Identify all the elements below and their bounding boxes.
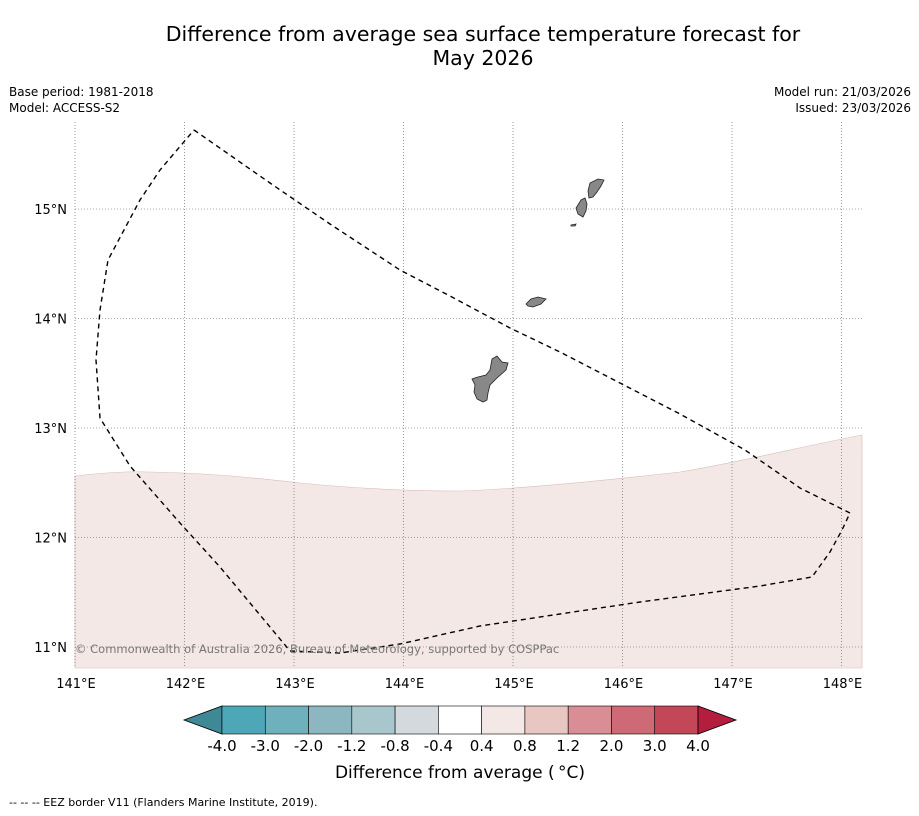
lat-tick-label: 14°N xyxy=(34,313,67,328)
copyright-notice: © Commonwealth of Australia 2026, Bureau… xyxy=(75,642,559,656)
title-line-2: May 2026 xyxy=(432,46,534,70)
colorbar-tick-label: 2.0 xyxy=(600,737,624,755)
lat-tick-label: 12°N xyxy=(34,532,67,547)
chart-title: Difference from average sea surface temp… xyxy=(0,22,919,70)
metadata-right: Model run: 21/03/2026 Issued: 23/03/2026 xyxy=(774,84,911,116)
colorbar-extend-high xyxy=(697,705,738,735)
latitude-grid xyxy=(75,208,862,648)
lon-tick-label: 141°E xyxy=(56,677,96,692)
island-guam xyxy=(471,355,509,403)
eez-legend: -- -- -- EEZ border V11 (Flanders Marine… xyxy=(9,796,318,809)
map-area xyxy=(74,122,863,669)
colorbar-tick-label: 1.2 xyxy=(556,737,580,755)
colorbar-tick-label: 4.0 xyxy=(686,737,710,755)
colorbar-tick-label: -1.2 xyxy=(337,737,366,755)
colorbar-segment xyxy=(438,705,482,735)
colorbar-tick-label: -2.0 xyxy=(294,737,323,755)
metadata-left: Base period: 1981-2018 Model: ACCESS-S2 xyxy=(9,84,154,116)
colorbar-segment xyxy=(221,705,266,735)
island-rota xyxy=(525,296,547,308)
eez-border-line xyxy=(95,129,851,654)
colorbar-segment xyxy=(654,705,699,735)
colorbar-tick-label: -3.0 xyxy=(251,737,280,755)
lon-tick-label: 147°E xyxy=(713,677,753,692)
island-tinian xyxy=(575,197,588,218)
title-line-1: Difference from average sea surface temp… xyxy=(165,22,801,46)
colorbar-segment xyxy=(611,705,656,735)
colorbar-tick-label: 0.4 xyxy=(470,737,494,755)
island-aguijan xyxy=(570,223,577,227)
colorbar-extend-low xyxy=(182,705,223,735)
base-period-text: Base period: 1981-2018 xyxy=(9,85,154,99)
lat-tick-label: 13°N xyxy=(34,422,67,437)
colorbar-tick-label: 3.0 xyxy=(643,737,667,755)
colorbar-tick-label: 0.8 xyxy=(513,737,537,755)
issued-text: Issued: 23/03/2026 xyxy=(795,101,911,115)
colorbar-tick-label: -4.0 xyxy=(207,737,236,755)
colorbar-segment xyxy=(481,705,526,735)
island-saipan xyxy=(587,178,605,199)
colorbar-segment xyxy=(351,705,396,735)
lat-tick-label: 11°N xyxy=(34,641,67,656)
colorbar-tick-label: -0.8 xyxy=(380,737,409,755)
colorbar-segment xyxy=(524,705,569,735)
lon-tick-label: 148°E xyxy=(823,677,863,692)
lat-tick-label: 15°N xyxy=(34,203,67,218)
land-masses xyxy=(471,178,605,403)
longitude-grid xyxy=(74,122,842,668)
lon-tick-label: 142°E xyxy=(166,677,206,692)
lon-tick-label: 144°E xyxy=(385,677,425,692)
model-text: Model: ACCESS-S2 xyxy=(9,101,121,115)
colorbar-segment xyxy=(308,705,353,735)
lon-tick-label: 145°E xyxy=(494,677,534,692)
colorbar-tick-label: -0.4 xyxy=(424,737,453,755)
longitude-labels: 141°E 142°E 143°E 144°E 145°E 146°E 147°E 148°E xyxy=(56,677,862,692)
colorbar-segment xyxy=(264,705,309,735)
latitude-labels: 15°N 14°N 13°N 12°N 11°N xyxy=(34,203,67,656)
model-run-text: Model run: 21/03/2026 xyxy=(773,85,911,99)
colorbar-segment xyxy=(567,705,612,735)
lon-tick-label: 143°E xyxy=(275,677,315,692)
colorbar-title: Difference from average ( °C) xyxy=(334,763,586,783)
colorbar-segment xyxy=(394,705,439,735)
colorbar: -4.0 -3.0 -2.0 -1.2 -0.8 -0.4 0.4 0.8 1.2 2.0 3.0 4… xyxy=(182,705,738,755)
anomaly-region xyxy=(74,434,863,669)
lon-tick-label: 146°E xyxy=(604,677,644,692)
